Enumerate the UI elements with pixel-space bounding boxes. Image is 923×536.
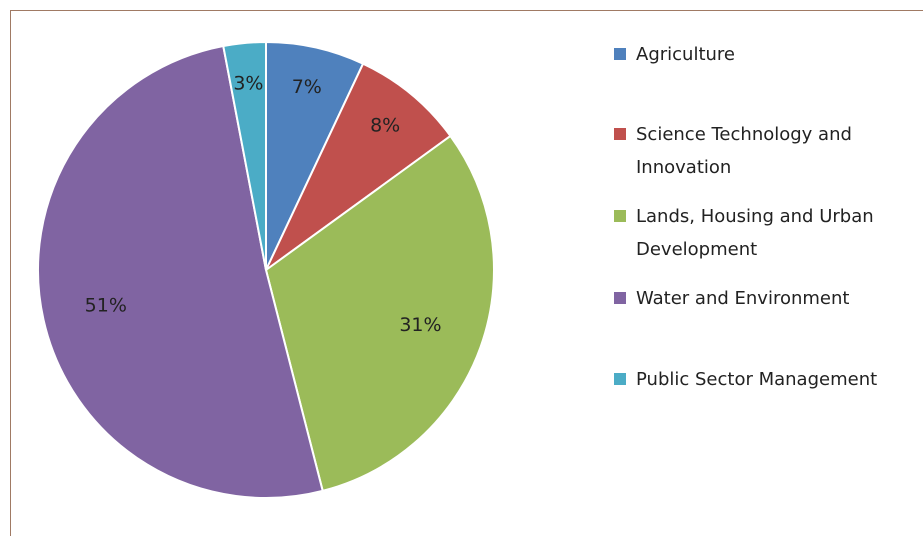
legend-entry: Agriculture	[614, 38, 914, 71]
legend-swatch	[614, 292, 626, 304]
legend-label: Water and Environment	[636, 288, 850, 309]
data-label: 7%	[292, 76, 322, 98]
data-label: 51%	[85, 294, 127, 316]
data-label: 3%	[233, 72, 263, 94]
legend-label: Lands, Housing and Urban Development	[636, 206, 874, 260]
legend-label: Science Technology and Innovation	[636, 124, 852, 178]
legend-swatch	[614, 210, 626, 222]
legend-swatch	[614, 128, 626, 140]
legend-swatch	[614, 48, 626, 60]
pie-slice	[265, 62, 452, 271]
chart-frame	[10, 10, 923, 536]
legend-entry: Public Sector Management	[614, 363, 914, 396]
data-label: 31%	[399, 314, 441, 336]
legend-swatch	[614, 373, 626, 385]
legend-entry: Science Technology and Innovation	[614, 118, 914, 184]
data-label: 8%	[370, 114, 400, 136]
pie-slice	[222, 40, 267, 271]
pie-slice	[37, 44, 324, 499]
pie-slice	[264, 134, 495, 493]
legend-entry: Lands, Housing and Urban Development	[614, 200, 914, 266]
legend-label: Public Sector Management	[636, 369, 878, 390]
legend-entry: Water and Environment	[614, 282, 914, 315]
legend-label: Agriculture	[636, 44, 735, 65]
